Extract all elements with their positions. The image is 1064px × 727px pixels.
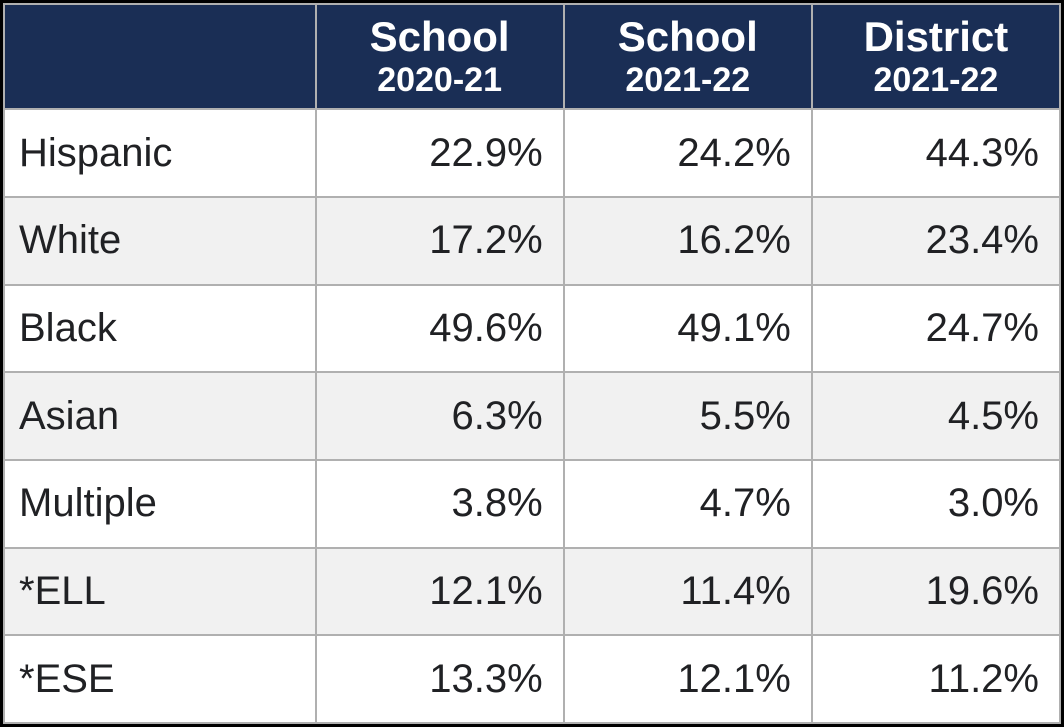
row-value: 11.2% — [812, 635, 1060, 723]
table-header-row: School 2020-21 School 2021-22 District 2… — [4, 4, 1060, 109]
row-value: 44.3% — [812, 109, 1060, 197]
row-label: *ELL — [4, 548, 316, 636]
row-value: 17.2% — [316, 197, 564, 285]
table-row: Asian 6.3% 5.5% 4.5% — [4, 372, 1060, 460]
row-value: 4.7% — [564, 460, 812, 548]
row-value: 24.7% — [812, 285, 1060, 373]
row-label: Asian — [4, 372, 316, 460]
row-value: 3.0% — [812, 460, 1060, 548]
row-value: 19.6% — [812, 548, 1060, 636]
row-value: 24.2% — [564, 109, 812, 197]
header-school-2020-21: School 2020-21 — [316, 4, 564, 109]
header-sub: 2021-22 — [571, 61, 805, 100]
row-value: 49.6% — [316, 285, 564, 373]
header-sub: 2020-21 — [323, 61, 557, 100]
row-value: 12.1% — [564, 635, 812, 723]
header-top: School — [571, 13, 805, 61]
row-value: 4.5% — [812, 372, 1060, 460]
header-district-2021-22: District 2021-22 — [812, 4, 1060, 109]
header-school-2021-22: School 2021-22 — [564, 4, 812, 109]
row-value: 13.3% — [316, 635, 564, 723]
row-label: White — [4, 197, 316, 285]
header-sub: 2021-22 — [819, 61, 1053, 100]
row-label: Black — [4, 285, 316, 373]
table-row: Hispanic 22.9% 24.2% 44.3% — [4, 109, 1060, 197]
row-value: 11.4% — [564, 548, 812, 636]
demographics-table-container: School 2020-21 School 2021-22 District 2… — [0, 0, 1064, 727]
header-blank — [4, 4, 316, 109]
row-value: 16.2% — [564, 197, 812, 285]
row-value: 6.3% — [316, 372, 564, 460]
header-top: District — [819, 13, 1053, 61]
row-label: *ESE — [4, 635, 316, 723]
table-row: *ESE 13.3% 12.1% 11.2% — [4, 635, 1060, 723]
row-label: Hispanic — [4, 109, 316, 197]
demographics-table: School 2020-21 School 2021-22 District 2… — [3, 3, 1061, 724]
row-label: Multiple — [4, 460, 316, 548]
row-value: 22.9% — [316, 109, 564, 197]
table-row: White 17.2% 16.2% 23.4% — [4, 197, 1060, 285]
row-value: 12.1% — [316, 548, 564, 636]
row-value: 23.4% — [812, 197, 1060, 285]
table-row: Multiple 3.8% 4.7% 3.0% — [4, 460, 1060, 548]
row-value: 5.5% — [564, 372, 812, 460]
table-row: *ELL 12.1% 11.4% 19.6% — [4, 548, 1060, 636]
header-top: School — [323, 13, 557, 61]
row-value: 3.8% — [316, 460, 564, 548]
table-row: Black 49.6% 49.1% 24.7% — [4, 285, 1060, 373]
row-value: 49.1% — [564, 285, 812, 373]
